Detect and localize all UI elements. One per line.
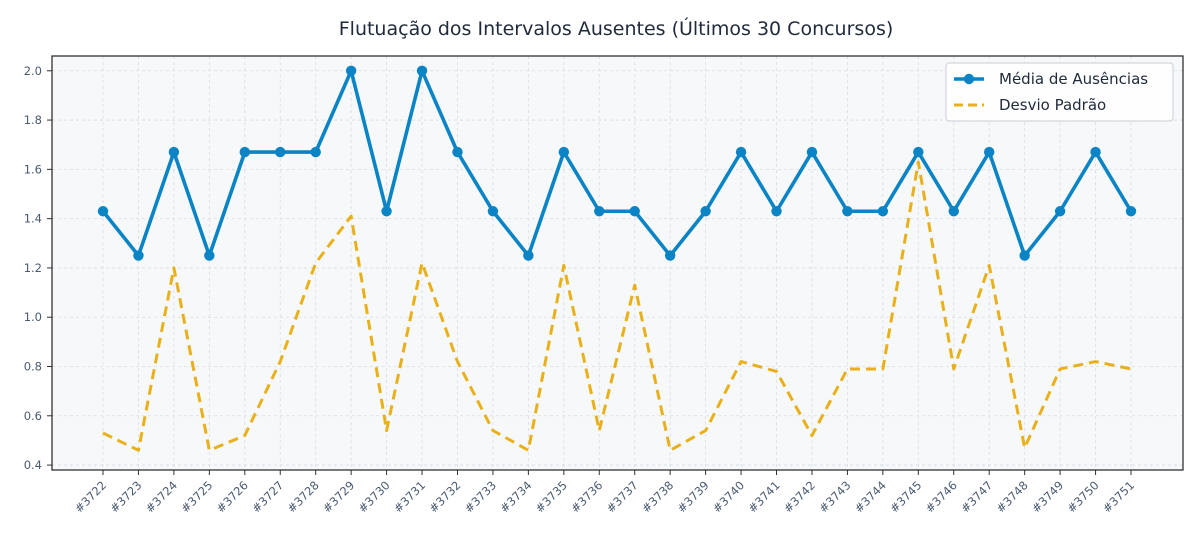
x-tick-label: #3728 bbox=[284, 478, 321, 515]
x-tick-label: #3746 bbox=[922, 478, 959, 515]
x-tick-label: #3742 bbox=[781, 478, 818, 515]
y-tick-label: 0.4 bbox=[24, 458, 42, 472]
y-tick-label: 1.4 bbox=[24, 212, 42, 226]
x-tick-label: #3723 bbox=[107, 478, 144, 515]
x-tick-label: #3741 bbox=[745, 478, 782, 515]
legend-label-0: Média de Ausências bbox=[999, 70, 1148, 88]
x-tick-label: #3727 bbox=[249, 478, 286, 515]
data-point bbox=[948, 206, 959, 217]
plot-frame bbox=[51, 55, 1184, 471]
x-tick-label: #3736 bbox=[568, 478, 605, 515]
y-tick-label: 0.6 bbox=[24, 409, 42, 423]
y-tick-label: 1.0 bbox=[24, 310, 42, 324]
grid-lines bbox=[52, 56, 1183, 470]
x-tick-label: #3731 bbox=[391, 478, 428, 515]
x-tick-label: #3726 bbox=[214, 478, 251, 515]
series-layer bbox=[97, 65, 1137, 452]
y-tick-label: 1.8 bbox=[24, 113, 42, 127]
x-tick-label: #3751 bbox=[1100, 478, 1137, 515]
data-point bbox=[487, 206, 499, 217]
legend: Média de Ausências Desvio Padrão bbox=[945, 62, 1174, 122]
plot-area bbox=[52, 56, 1183, 470]
data-point bbox=[97, 206, 109, 217]
x-tick-label: #3733 bbox=[462, 478, 499, 515]
data-point bbox=[381, 206, 392, 217]
x-tick-label: #3748 bbox=[993, 478, 1030, 515]
y-tick-label: 1.2 bbox=[24, 261, 42, 275]
x-tick-label: #3750 bbox=[1064, 478, 1101, 515]
data-point bbox=[664, 250, 676, 261]
data-point bbox=[984, 146, 995, 158]
legend-marker bbox=[963, 73, 975, 85]
data-point bbox=[452, 146, 463, 158]
legend-label-1: Desvio Padrão bbox=[999, 96, 1106, 114]
x-tick-label: #3730 bbox=[355, 478, 392, 515]
x-tick-label: #3735 bbox=[533, 478, 570, 515]
x-tick-label: #3749 bbox=[1029, 478, 1066, 515]
data-point bbox=[735, 146, 747, 158]
x-tick-label: #3729 bbox=[320, 478, 357, 515]
data-point bbox=[204, 250, 215, 261]
data-point bbox=[913, 146, 924, 158]
data-point bbox=[523, 250, 534, 261]
data-point bbox=[275, 146, 286, 158]
y-tick-label: 2.0 bbox=[24, 64, 42, 78]
x-tick-label: #3745 bbox=[887, 478, 924, 515]
data-point bbox=[806, 146, 818, 158]
x-tick-label: #3725 bbox=[178, 478, 215, 515]
data-point bbox=[168, 146, 180, 158]
data-point bbox=[842, 206, 853, 217]
data-point bbox=[1090, 146, 1101, 158]
series-line-1 bbox=[102, 160, 1132, 452]
data-point bbox=[594, 206, 605, 217]
data-point bbox=[877, 206, 889, 217]
y-tick-label: 0.8 bbox=[24, 360, 42, 374]
data-point bbox=[700, 206, 711, 217]
series-line-0 bbox=[101, 68, 1133, 258]
x-tick-label: #3724 bbox=[143, 478, 180, 515]
x-tick-label: #3740 bbox=[710, 478, 747, 515]
data-point bbox=[239, 146, 250, 158]
data-point bbox=[629, 206, 640, 217]
legend-box bbox=[945, 62, 1174, 122]
chart-title: Flutuação dos Intervalos Ausentes (Últim… bbox=[339, 16, 894, 40]
x-tick-label: #3744 bbox=[852, 478, 889, 515]
x-tick-label: #3747 bbox=[958, 478, 995, 515]
x-tick-label: #3734 bbox=[497, 478, 534, 515]
data-point bbox=[558, 146, 570, 158]
data-point bbox=[416, 65, 428, 76]
data-point bbox=[133, 250, 144, 261]
y-tick-label: 1.6 bbox=[24, 162, 42, 176]
data-point bbox=[345, 65, 357, 76]
x-tick-label: #3743 bbox=[816, 478, 853, 515]
x-tick-label: #3738 bbox=[639, 478, 676, 515]
data-point bbox=[1019, 250, 1030, 261]
x-tick-label: #3737 bbox=[603, 478, 640, 515]
x-tick-label: #3739 bbox=[674, 478, 711, 515]
data-point bbox=[1125, 206, 1137, 217]
x-tick-label: #3732 bbox=[426, 478, 463, 515]
data-point bbox=[771, 206, 782, 217]
data-point bbox=[310, 146, 321, 158]
x-tick-label: #3722 bbox=[72, 478, 109, 515]
data-point bbox=[1054, 206, 1066, 217]
